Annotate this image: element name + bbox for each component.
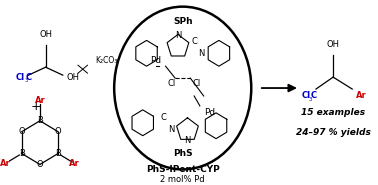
Text: 24–97 % yields: 24–97 % yields xyxy=(296,128,370,137)
Text: O: O xyxy=(37,160,43,169)
Text: Pd: Pd xyxy=(150,56,162,65)
Text: C: C xyxy=(161,113,167,122)
Text: OH: OH xyxy=(39,30,52,39)
Text: N: N xyxy=(168,125,175,134)
Text: B: B xyxy=(55,149,61,158)
Text: C: C xyxy=(26,73,32,82)
Text: OH: OH xyxy=(67,73,80,82)
Text: B: B xyxy=(19,149,25,158)
Text: Ar: Ar xyxy=(0,159,11,168)
Text: C: C xyxy=(191,37,197,46)
Text: N: N xyxy=(198,49,205,58)
Text: K₂CO₃: K₂CO₃ xyxy=(95,56,118,65)
Text: N: N xyxy=(184,136,191,145)
Text: O: O xyxy=(19,127,25,136)
Text: Cl: Cl xyxy=(302,91,311,100)
Text: Cl: Cl xyxy=(167,79,175,88)
Text: 2 mol% Pd: 2 mol% Pd xyxy=(160,175,205,184)
Text: SPh: SPh xyxy=(173,17,192,26)
Text: OH: OH xyxy=(327,40,340,49)
Text: Cl: Cl xyxy=(16,73,25,82)
Text: Ar: Ar xyxy=(356,91,367,100)
Text: Pd: Pd xyxy=(204,108,215,117)
Text: Cl: Cl xyxy=(193,79,201,88)
Text: 15 examples: 15 examples xyxy=(301,108,365,117)
Text: +: + xyxy=(31,100,42,113)
Text: 3: 3 xyxy=(24,78,28,83)
Text: O: O xyxy=(55,127,61,136)
Text: C: C xyxy=(310,91,317,100)
Text: Ar: Ar xyxy=(34,96,45,105)
Text: N: N xyxy=(175,31,181,40)
Text: B: B xyxy=(37,116,43,125)
Text: Ar: Ar xyxy=(69,159,80,168)
Text: PhS-IPent-CYP: PhS-IPent-CYP xyxy=(146,165,220,174)
Text: PhS: PhS xyxy=(173,149,192,157)
Text: 3: 3 xyxy=(309,97,312,102)
